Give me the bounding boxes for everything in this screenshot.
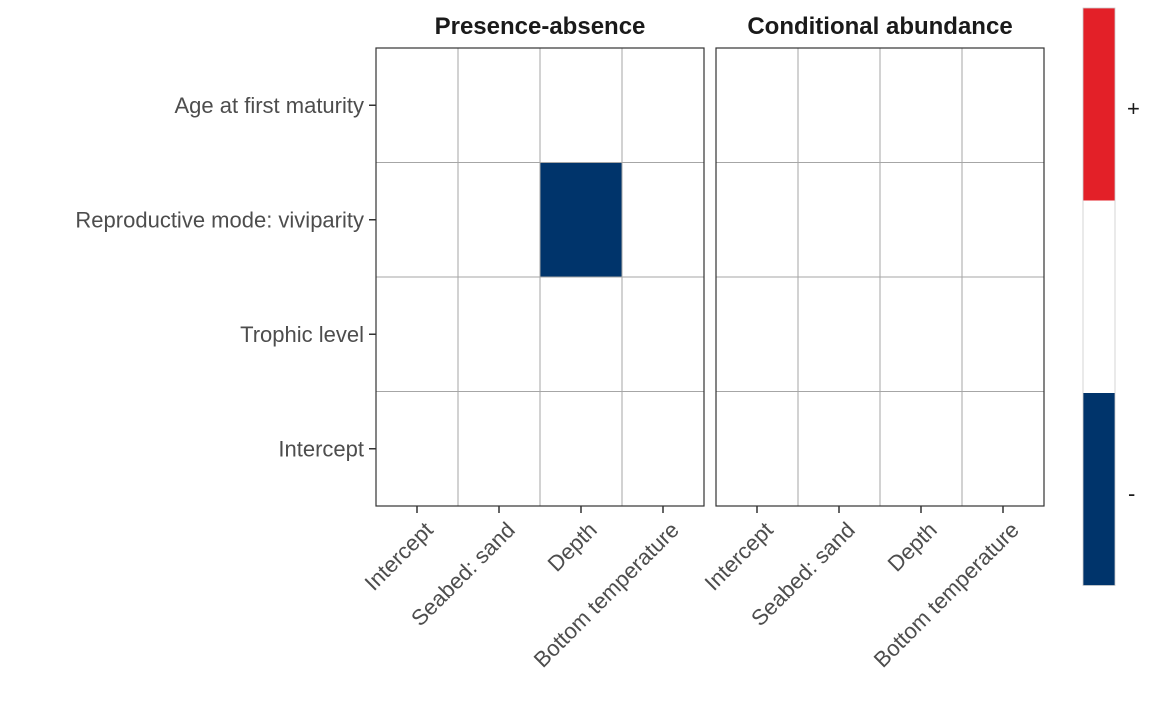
facet-title: Conditional abundance [747, 13, 1012, 40]
heatmap-cell [798, 162, 880, 277]
legend-swatch [1083, 8, 1115, 201]
panel-border [375, 47, 705, 507]
x-tick-label: Depth [883, 517, 942, 576]
heatmap-cell [962, 162, 1044, 277]
heatmap-cell [458, 277, 540, 392]
heatmap-cell [716, 48, 798, 163]
legend-label-negative: - [1128, 481, 1135, 506]
heatmap-cell [716, 391, 798, 506]
heatmap-cell [376, 48, 458, 163]
x-tick-label: Depth [543, 517, 602, 576]
heatmap-cell [622, 162, 704, 277]
heatmap-cell [798, 48, 880, 163]
heatmap-cell [880, 391, 962, 506]
heatmap-cell [376, 162, 458, 277]
y-axis: Age at first maturity Reproductive mode: … [75, 93, 376, 461]
heatmap-cell [458, 391, 540, 506]
heatmap-cell [798, 391, 880, 506]
heatmap-cell [540, 391, 622, 506]
heatmap-cell [622, 277, 704, 392]
heatmap-cell [962, 391, 1044, 506]
heatmap-cell [962, 48, 1044, 163]
x-tick-label: Intercept [700, 517, 778, 595]
legend-border [1082, 7, 1116, 586]
heatmap-cell [622, 391, 704, 506]
panel-border [715, 47, 1045, 507]
heatmap-cell [880, 162, 962, 277]
heatmap-cell [622, 48, 704, 163]
heatmap-cell [458, 162, 540, 277]
heatmap-cell [376, 391, 458, 506]
y-tick-label: Intercept [278, 436, 364, 461]
heatmap-cell [798, 277, 880, 392]
legend-swatch [1083, 200, 1115, 393]
heatmap-cell [540, 48, 622, 163]
legend-label-positive: + [1127, 96, 1140, 121]
heatmap-cell [716, 162, 798, 277]
heatmap-cell-filled [540, 163, 622, 277]
facet-title: Presence-absence [435, 13, 646, 40]
heatmap-cell [880, 277, 962, 392]
heatmap-cell [716, 277, 798, 392]
heatmap-cell [458, 48, 540, 163]
legend-swatch [1083, 393, 1115, 586]
heatmap-cell [962, 277, 1044, 392]
y-tick-label: Trophic level [240, 322, 364, 347]
heatmap-cell [880, 48, 962, 163]
x-tick-label: Bottom temperature [869, 517, 1024, 672]
x-tick-label: Bottom temperature [529, 517, 684, 672]
x-tick-label: Intercept [360, 517, 438, 595]
heatmap-cell [540, 277, 622, 392]
heatmap-cell [376, 277, 458, 392]
color-legend: +- [1082, 7, 1140, 586]
y-tick-label: Age at first maturity [174, 93, 364, 118]
y-tick-label: Reproductive mode: viviparity [75, 207, 364, 232]
